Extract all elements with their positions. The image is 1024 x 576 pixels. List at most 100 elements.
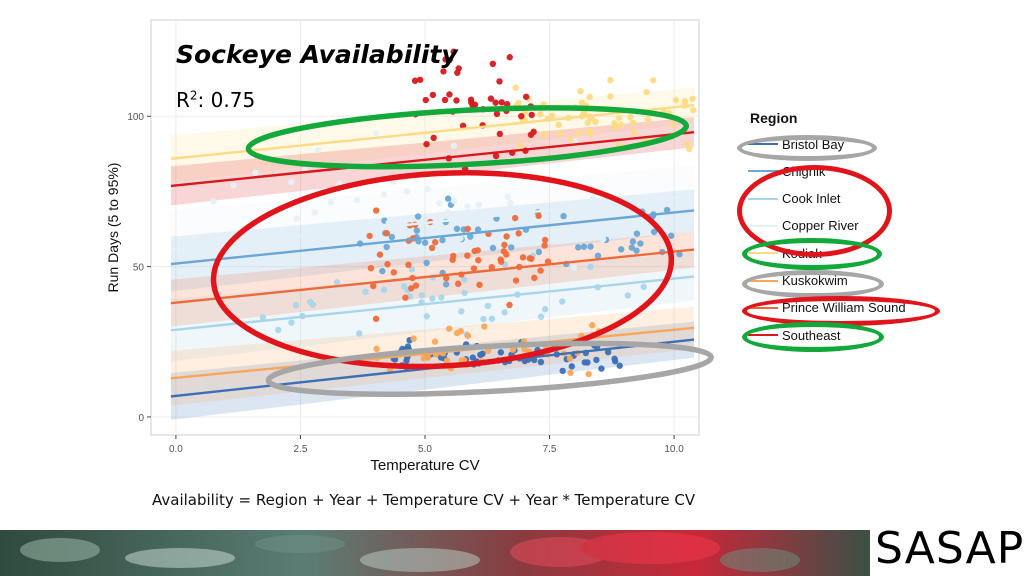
data-point-chignik xyxy=(421,239,429,246)
data-point-kodiak xyxy=(644,116,652,123)
data-point-chignik xyxy=(663,206,671,214)
data-point-chignik xyxy=(507,244,515,251)
data-point-copper-river xyxy=(589,194,597,202)
data-point-prince-william-sound xyxy=(408,285,415,292)
data-point-kodiak xyxy=(643,88,650,96)
data-point-chignik xyxy=(535,248,543,256)
data-point-copper-river xyxy=(424,185,431,193)
legend-highlight-oval xyxy=(742,238,882,270)
data-point-copper-river xyxy=(385,219,392,226)
data-point-kodiak xyxy=(512,84,519,91)
data-point-copper-river xyxy=(353,197,361,204)
data-point-chignik xyxy=(580,243,588,250)
data-point-cook-inlet xyxy=(541,306,549,313)
data-point-southeast xyxy=(411,77,419,84)
data-point-kuskokwim xyxy=(410,335,417,342)
data-point-kuskokwim xyxy=(424,354,431,361)
confidence-band-copper-river xyxy=(170,165,695,289)
x-axis-label: Temperature CV xyxy=(370,457,479,474)
data-point-kuskokwim xyxy=(484,347,492,355)
data-point-prince-william-sound xyxy=(531,274,538,282)
data-point-chignik xyxy=(413,227,421,234)
legend-highlight-oval xyxy=(737,135,877,161)
data-point-copper-river xyxy=(444,209,451,216)
data-point-southeast xyxy=(496,78,503,85)
data-point-prince-william-sound xyxy=(515,230,522,237)
data-point-copper-river xyxy=(311,209,318,216)
data-point-kodiak xyxy=(548,112,556,119)
data-point-prince-william-sound xyxy=(501,241,508,249)
x-tick-label: 2.5 xyxy=(294,444,308,455)
legend-highlight-oval xyxy=(742,270,884,298)
data-point-kuskokwim xyxy=(585,370,592,378)
data-point-kodiak xyxy=(672,96,680,104)
data-point-prince-william-sound xyxy=(455,280,462,287)
data-point-chignik xyxy=(575,244,582,251)
data-point-copper-river xyxy=(210,197,217,205)
data-point-kodiak xyxy=(586,93,593,101)
data-point-southeast xyxy=(518,112,525,120)
data-point-kodiak xyxy=(577,88,584,95)
fit-line-kuskokwim xyxy=(170,326,695,380)
data-point-chignik xyxy=(637,240,644,247)
y-tick-label: 0 xyxy=(138,413,144,424)
data-point-kodiak xyxy=(537,110,544,118)
data-point-southeast xyxy=(441,96,449,104)
highlight-ellipse-kodiak-southeast xyxy=(245,105,689,170)
legend-title: Region xyxy=(750,110,798,126)
data-point-kodiak xyxy=(607,76,614,84)
data-point-kodiak xyxy=(629,119,637,126)
highlight-ellipse-bristol-kuskokwim xyxy=(265,340,714,397)
data-point-cook-inlet xyxy=(333,279,341,286)
data-point-copper-river xyxy=(475,201,482,208)
data-point-prince-william-sound xyxy=(506,301,513,309)
data-point-chignik xyxy=(383,243,390,251)
data-point-kuskokwim xyxy=(446,325,453,332)
data-point-kodiak xyxy=(690,106,697,114)
highlight-ellipse-central xyxy=(210,170,675,370)
data-point-chignik xyxy=(633,247,640,254)
data-point-cook-inlet xyxy=(488,315,496,322)
data-point-bristol-bay xyxy=(611,358,619,365)
data-point-prince-william-sound xyxy=(373,207,380,214)
data-point-bristol-bay xyxy=(568,363,575,370)
data-point-cook-inlet xyxy=(484,302,492,310)
data-point-copper-river xyxy=(271,259,278,266)
data-point-bristol-bay xyxy=(581,359,588,366)
slide-title: Sockeye Availability xyxy=(176,40,458,69)
data-point-cook-inlet xyxy=(292,302,300,309)
data-point-prince-william-sound xyxy=(412,282,420,289)
data-point-kodiak xyxy=(516,142,524,149)
data-point-copper-river xyxy=(450,197,458,205)
fit-line-prince-william-sound xyxy=(170,248,695,305)
data-point-prince-william-sound xyxy=(383,230,391,237)
data-point-chignik xyxy=(587,243,594,250)
data-point-kodiak xyxy=(592,118,599,126)
data-point-copper-river xyxy=(403,187,411,195)
x-tick-label: 10.0 xyxy=(664,444,684,455)
fit-line-chignik xyxy=(170,209,695,266)
data-point-kodiak xyxy=(686,145,693,153)
data-point-chignik xyxy=(444,195,452,202)
data-point-kuskokwim xyxy=(464,332,472,339)
data-point-southeast xyxy=(423,140,430,148)
data-point-prince-william-sound xyxy=(519,254,527,261)
data-point-prince-william-sound xyxy=(432,238,439,246)
data-point-chignik xyxy=(633,230,641,237)
data-point-kodiak xyxy=(615,114,623,122)
data-point-cook-inlet xyxy=(408,266,416,273)
data-point-bristol-bay xyxy=(593,356,600,364)
data-point-prince-william-sound xyxy=(526,255,533,262)
data-point-chignik xyxy=(388,233,396,241)
data-point-southeast xyxy=(527,131,535,138)
data-point-southeast xyxy=(492,99,499,106)
data-point-prince-william-sound xyxy=(366,232,373,240)
data-point-copper-river xyxy=(457,235,464,242)
data-point-chignik xyxy=(467,233,474,240)
r-squared-label: R2: 0.75 xyxy=(176,88,256,112)
data-point-prince-william-sound xyxy=(497,256,504,263)
data-point-bristol-bay xyxy=(477,351,484,359)
fit-line-cook-inlet xyxy=(170,275,695,332)
data-point-cook-inlet xyxy=(400,283,408,290)
x-tick-label: 5.0 xyxy=(418,444,432,455)
